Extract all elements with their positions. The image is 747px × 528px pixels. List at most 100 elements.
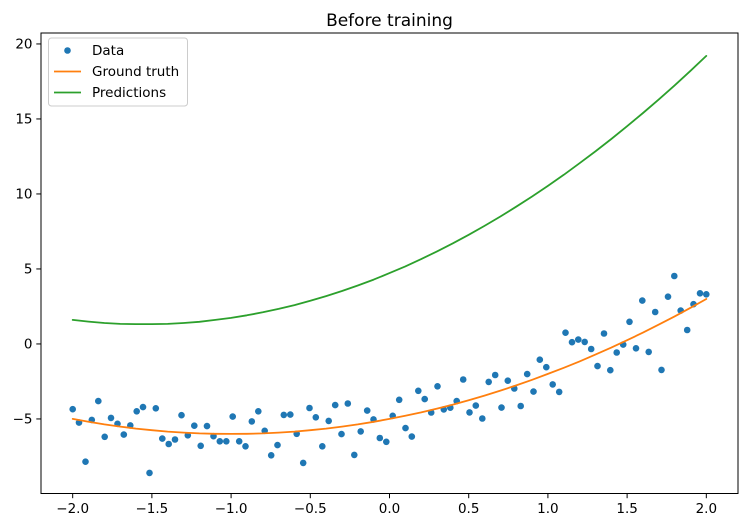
data-point — [536, 356, 544, 364]
data-point — [312, 414, 320, 421]
data-point — [178, 411, 185, 419]
data-point — [69, 405, 76, 413]
data-point — [415, 387, 422, 395]
data-point — [344, 400, 352, 407]
legend-box — [48, 37, 188, 107]
data-point — [159, 435, 166, 442]
data-point — [434, 383, 441, 390]
data-point — [555, 388, 563, 396]
data-point — [421, 395, 429, 403]
data-point — [587, 345, 595, 353]
data-point — [229, 413, 236, 420]
data-point — [146, 469, 153, 477]
x-tick-label: 0.0 — [379, 501, 400, 517]
data-point — [472, 402, 480, 409]
data-point — [485, 378, 493, 386]
data-point — [357, 428, 365, 435]
data-point — [671, 272, 678, 280]
data-point — [562, 329, 569, 337]
data-point — [171, 436, 179, 443]
data-point — [613, 349, 620, 356]
data-point — [363, 407, 371, 414]
data-point — [287, 411, 294, 418]
legend-label: Data — [92, 43, 124, 59]
data-point — [216, 438, 224, 445]
data-point — [626, 318, 633, 326]
predictions-line — [71, 55, 708, 326]
data-point — [306, 404, 313, 412]
y-axis: −5 0 5 10 15 20 — [13, 37, 41, 428]
data-point — [299, 459, 307, 467]
data-point — [549, 381, 556, 388]
legend: Data Ground truth Predictions — [48, 37, 188, 107]
data-point — [504, 377, 512, 385]
series-layer — [69, 55, 710, 477]
y-tick-label: 0 — [24, 337, 33, 353]
data-point — [331, 401, 339, 409]
data-point — [581, 338, 588, 346]
data-point — [139, 403, 147, 411]
legend-label: Ground truth — [92, 64, 179, 80]
data-point — [651, 308, 659, 316]
x-axis: −2.0 −1.5 −1.0 −0.5 0.0 0.5 1.0 1.5 2.0 — [56, 493, 717, 517]
data-point — [607, 366, 614, 374]
x-tick-label: −2.0 — [56, 501, 89, 517]
data-point — [594, 362, 601, 370]
data-point — [267, 452, 275, 459]
x-tick-label: 2.0 — [696, 501, 717, 517]
data-point — [402, 424, 409, 432]
data-point — [568, 338, 576, 346]
data-point — [600, 330, 608, 337]
data-point — [152, 405, 160, 412]
data-point — [165, 440, 172, 448]
x-tick-label: −0.5 — [294, 501, 327, 517]
data-point — [120, 431, 128, 438]
data-point — [107, 414, 115, 422]
data-point — [664, 293, 672, 301]
data-point — [466, 409, 473, 416]
data-point — [479, 415, 486, 422]
data-point — [351, 451, 358, 459]
data-point — [235, 438, 243, 445]
ground-truth-line — [71, 298, 708, 435]
data-point — [491, 371, 499, 379]
data-point — [645, 348, 652, 356]
data-point — [703, 291, 710, 298]
data-point — [274, 441, 281, 449]
y-tick-label: 20 — [15, 37, 32, 53]
data-point — [197, 442, 204, 450]
y-tick-label: −5 — [13, 412, 33, 428]
data-point — [254, 408, 262, 415]
data-point — [530, 388, 537, 395]
y-tick-label: 5 — [24, 262, 33, 278]
data-point — [639, 297, 646, 304]
x-tick-label: 1.0 — [537, 501, 558, 517]
data-point — [523, 370, 531, 378]
data-point — [632, 345, 640, 352]
data-point — [82, 458, 89, 466]
data-point — [242, 443, 249, 450]
data-point — [95, 397, 102, 405]
data-point — [575, 336, 582, 343]
data-point — [517, 402, 524, 410]
data-point — [319, 443, 326, 450]
data-point — [338, 430, 345, 438]
chart-title: Before training — [326, 11, 453, 31]
y-tick-label: 15 — [15, 112, 32, 128]
x-tick-label: −1.5 — [135, 501, 168, 517]
data-point — [683, 326, 691, 334]
data-point — [696, 290, 704, 297]
data-point — [543, 363, 550, 371]
data-point — [325, 417, 333, 425]
scatter-series — [69, 272, 710, 477]
data-point — [383, 438, 390, 446]
x-tick-label: −1.0 — [215, 501, 248, 517]
data-point — [248, 418, 256, 425]
data-point — [498, 404, 505, 411]
data-point — [395, 396, 403, 404]
y-tick-label: 10 — [15, 187, 32, 203]
data-point — [658, 366, 665, 374]
data-point — [203, 422, 211, 430]
legend-label: Predictions — [92, 85, 166, 101]
